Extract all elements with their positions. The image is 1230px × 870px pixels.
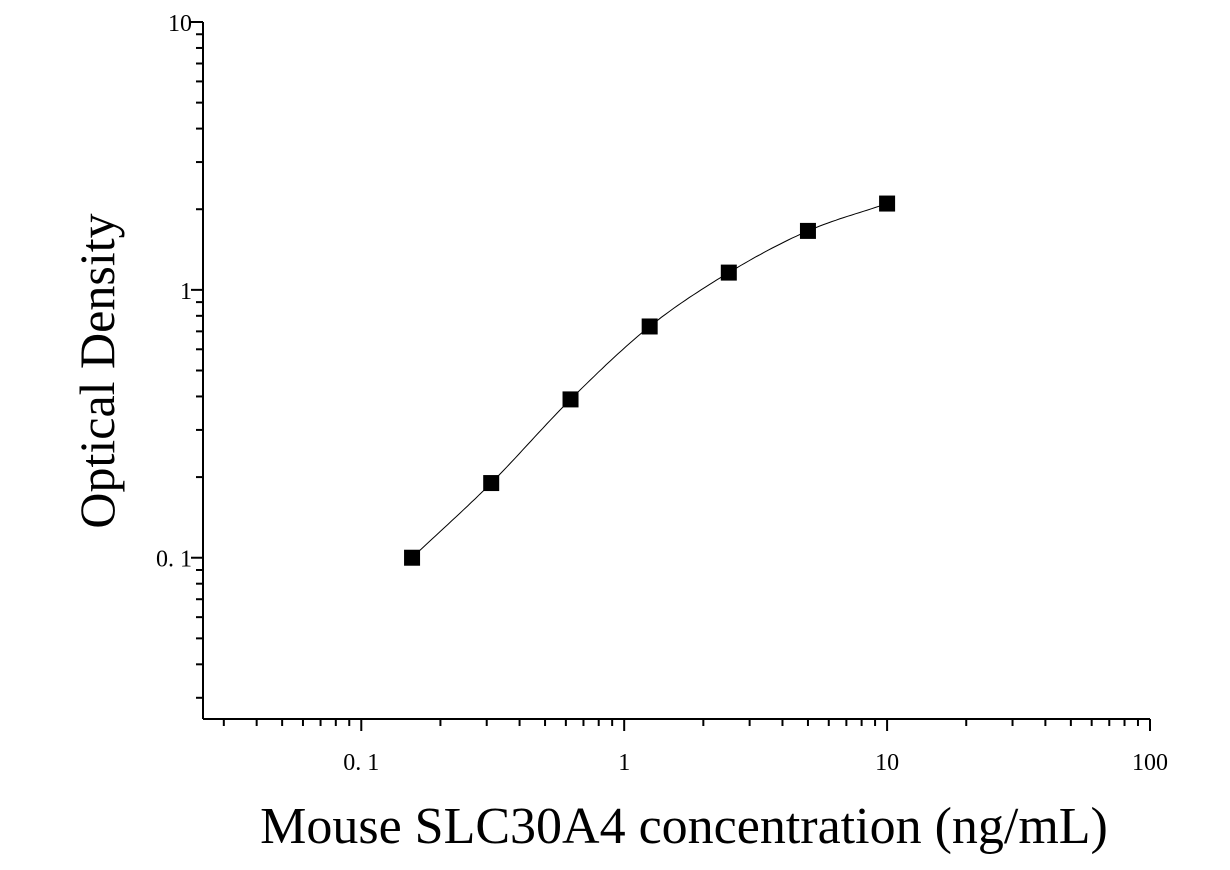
y-axis-title: Optical Density [69, 213, 125, 528]
x-tick-label: 0. 1 [343, 750, 379, 776]
x-axis-title: Mouse SLC30A4 concentration (ng/mL) [260, 798, 1108, 855]
data-point [799, 222, 816, 239]
data-point [404, 549, 421, 566]
data-point [879, 195, 896, 212]
y-axis-tick-labels: 0. 1 1 10 [156, 11, 192, 573]
axes [202, 22, 1150, 720]
y-axis-ticks [191, 21, 203, 699]
data-point [641, 318, 658, 335]
x-axis-tick-labels: 0. 1 1 10 100 [343, 750, 1168, 776]
data-point [483, 475, 500, 492]
fit-curve [409, 203, 888, 561]
x-axis-ticks [222, 719, 1151, 731]
y-tick-label: 10 [168, 11, 192, 37]
data-point [720, 264, 737, 281]
x-tick-label: 10 [875, 750, 899, 776]
y-tick-label: 1 [180, 279, 192, 305]
y-tick-label: 0. 1 [156, 547, 192, 573]
x-tick-label: 100 [1132, 750, 1168, 776]
data-point [562, 391, 579, 408]
data-points [404, 195, 896, 566]
x-tick-label: 1 [618, 750, 630, 776]
